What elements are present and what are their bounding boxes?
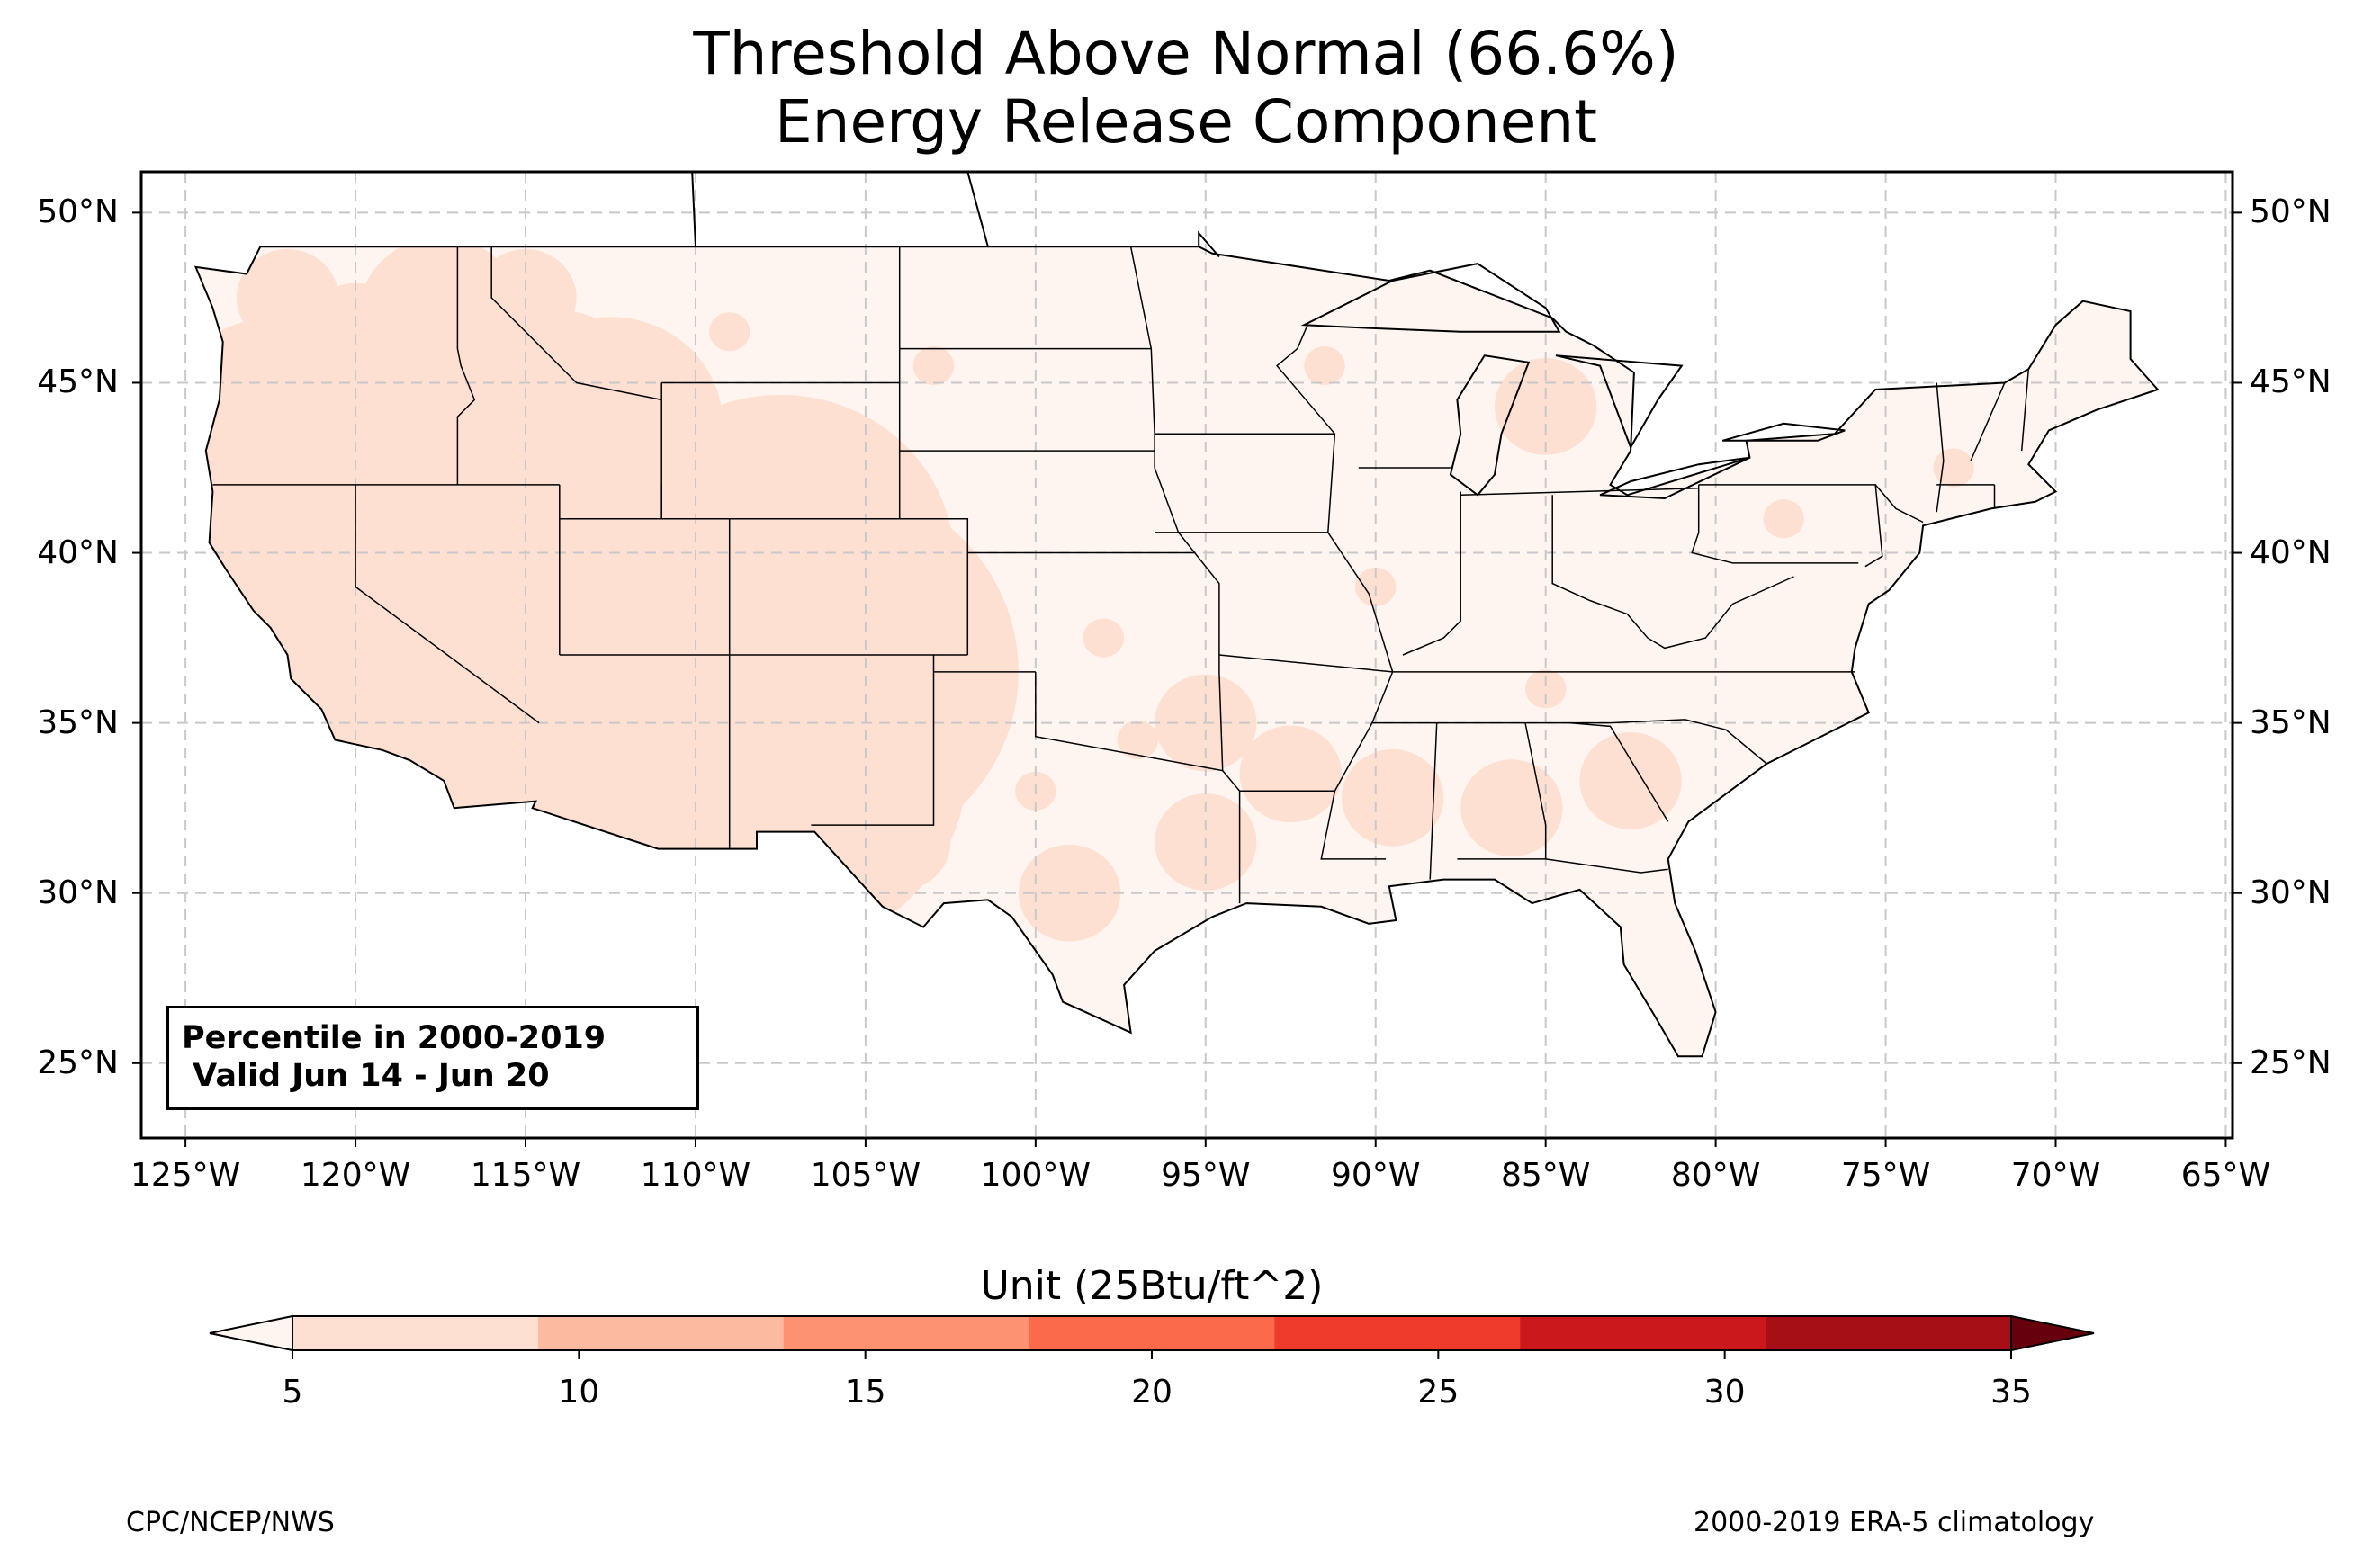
state-border	[1129, 246, 1241, 904]
lat-label: 35°N	[37, 703, 119, 741]
colorbar-tick-label: 20	[1131, 1374, 1173, 1411]
state-border	[1429, 722, 1438, 880]
lat-label: 30°N	[37, 874, 119, 911]
colorbar-tick-label: 35	[1990, 1374, 2032, 1411]
state-border	[1276, 324, 1394, 860]
state-border	[1035, 671, 1223, 772]
state-border	[1551, 495, 1794, 650]
colorbar-segment	[1029, 1316, 1275, 1350]
field-blob	[882, 589, 985, 686]
field-blob	[849, 793, 951, 891]
state-border	[660, 382, 900, 520]
field-blob	[236, 249, 339, 346]
lat-label: 45°N	[37, 363, 119, 401]
lat-label: 50°N	[2250, 193, 2332, 231]
title-line-2: Energy Release Component	[774, 87, 1598, 157]
colorbar-over-arrow	[2010, 1314, 2095, 1352]
lon-label: 100°W	[980, 1157, 1091, 1194]
field-blob	[1460, 759, 1563, 857]
colorbar-tick-label: 25	[1417, 1374, 1460, 1411]
info-line-2: Valid Jun 14 - Jun 20	[182, 1058, 550, 1094]
state-border	[490, 246, 662, 401]
lon-label: 120°W	[300, 1157, 411, 1194]
axis-tickmarks	[132, 211, 2242, 1147]
state-border	[1218, 654, 1393, 673]
colorbar	[209, 1314, 2095, 1359]
state-border	[1460, 487, 1699, 497]
field-blob	[801, 662, 965, 818]
lon-label: 75°W	[1840, 1157, 1931, 1194]
erc-field-layer	[195, 246, 2158, 1057]
lat-label: 25°N	[2250, 1044, 2332, 1081]
state-border	[2020, 369, 2030, 452]
colorbar-tick-label: 10	[558, 1374, 600, 1411]
map-frame	[139, 170, 2234, 1140]
lat-label: 40°N	[37, 533, 119, 571]
field-blob	[1239, 725, 1343, 823]
lat-label: 45°N	[2250, 363, 2332, 401]
info-line-1: Percentile in 2000-2019	[182, 1020, 606, 1056]
credit-right: 2000-2019 ERA-5 climatology	[1694, 1507, 2095, 1538]
lon-label: 70°W	[2010, 1157, 2101, 1194]
lon-label: 80°W	[1670, 1157, 1761, 1194]
state-border	[1864, 484, 1883, 568]
state-border	[1371, 719, 1767, 765]
colorbar-tick-label: 30	[1703, 1374, 1746, 1411]
field-blob	[1083, 618, 1125, 658]
colorbar-title: Unit (25Btu/ft^2)	[980, 1263, 1324, 1309]
field-blob	[1763, 499, 1804, 539]
credit-left: CPC/NCEP/NWS	[126, 1507, 335, 1538]
lat-label: 35°N	[2250, 703, 2332, 741]
info-box: Percentile in 2000-2019 Valid Jun 14 - J…	[166, 1006, 699, 1110]
colorbar-segment	[1520, 1316, 1766, 1350]
colorbar-tick-label: 5	[282, 1374, 303, 1411]
us-coastline	[193, 246, 2160, 1058]
colorbar-segment	[1766, 1316, 2012, 1350]
colorbar-segment	[292, 1316, 539, 1350]
field-blob	[912, 346, 955, 386]
state-boundaries	[212, 246, 2030, 904]
lon-label: 85°W	[1500, 1157, 1591, 1194]
colorbar-segment	[537, 1316, 785, 1350]
field-blob	[1933, 448, 1974, 488]
state-border	[811, 655, 935, 826]
lon-label: 65°W	[2180, 1157, 2271, 1194]
field-blob	[1341, 748, 1444, 847]
state-border	[1569, 721, 1669, 822]
state-border	[355, 484, 540, 724]
state-border	[1691, 484, 1859, 564]
state-border	[1970, 382, 2006, 461]
field-blob	[1117, 720, 1158, 760]
lon-label: 90°W	[1331, 1157, 1421, 1194]
lat-label: 30°N	[2250, 874, 2332, 911]
lon-label: 105°W	[810, 1157, 921, 1194]
title-line-1: Threshold Above Normal (66.6%)	[693, 19, 1679, 88]
field-blob	[1525, 669, 1567, 709]
state-border	[898, 246, 969, 655]
map-title: Threshold Above Normal (66.6%) Energy Re…	[0, 20, 2372, 157]
state-border	[1545, 858, 1668, 874]
lon-label: 110°W	[640, 1157, 751, 1194]
colorbar-tick-label: 15	[844, 1374, 886, 1411]
state-border	[1936, 382, 1945, 513]
lat-label: 50°N	[37, 193, 119, 231]
field-blob	[709, 312, 750, 352]
great-lakes	[1300, 263, 1846, 500]
colorbar-under-arrow	[209, 1314, 293, 1352]
field-blob	[797, 419, 900, 516]
field-blob	[1579, 732, 1682, 829]
lat-label: 25°N	[37, 1044, 119, 1081]
canada-border	[691, 172, 1220, 258]
lat-label: 40°N	[2250, 533, 2332, 571]
state-border	[1402, 491, 1461, 656]
state-border	[1457, 722, 1547, 860]
lon-label: 115°W	[470, 1157, 581, 1194]
colorbar-segment	[1274, 1316, 1521, 1350]
state-border	[456, 246, 476, 485]
field-blob	[1304, 346, 1345, 386]
lon-label: 125°W	[130, 1157, 241, 1194]
colorbar-segment	[783, 1316, 1030, 1350]
lon-label: 95°W	[1161, 1157, 1251, 1194]
